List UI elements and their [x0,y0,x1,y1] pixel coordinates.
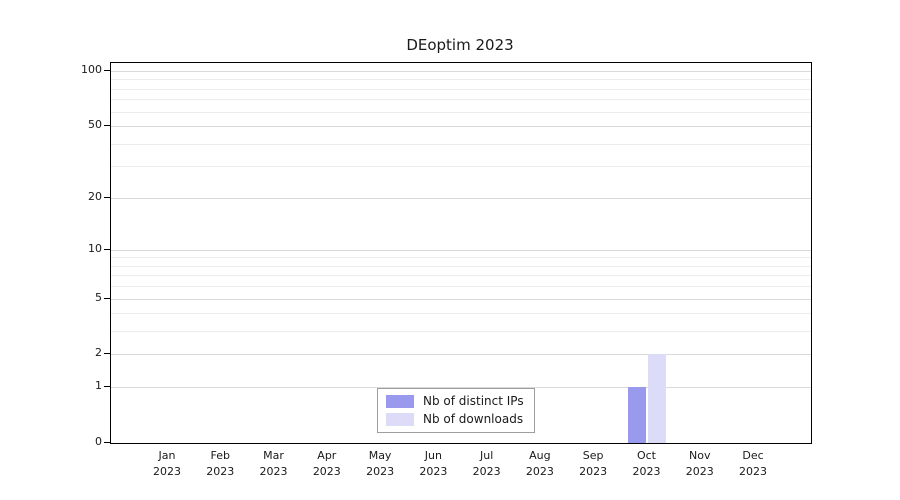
gridline-5 [111,298,811,300]
x-tick-label-feb-2023: Feb 2023 [206,449,235,478]
gridline-100 [111,71,811,72]
plot-area [110,62,812,444]
y-tick-label-100: 100 [81,63,102,76]
x-tick-label-jun-2023: Jun 2023 [419,449,448,478]
gridline-60 [111,111,811,113]
gridline-30 [111,166,811,168]
y-tick-mark-0 [104,442,110,443]
gridline-7 [111,275,811,277]
x-tick-label-jul-2023: Jul 2023 [472,449,501,478]
gridline-20 [111,197,811,199]
x-tick-label-aug-2023: Aug 2023 [525,449,554,478]
y-tick-label-50: 50 [88,118,102,132]
gridline-4 [111,313,811,315]
bar-nb-of-downloads-oct-2023 [648,354,667,443]
y-tick-mark-1 [104,386,110,388]
gridline-8 [111,265,811,267]
y-tick-label-20: 20 [88,189,102,203]
legend-item-downloads: Nb of downloads [386,412,524,426]
legend-swatch-distinct-ips [386,394,414,408]
gridline-50 [111,126,811,128]
legend: Nb of distinct IPs Nb of downloads [377,388,535,433]
x-tick-label-sep-2023: Sep 2023 [579,449,608,478]
x-tick-label-may-2023: May 2023 [366,449,395,478]
x-tick-label-oct-2023: Oct 2023 [632,449,661,478]
gridline-1 [111,387,811,389]
x-tick-label-mar-2023: Mar 2023 [259,449,288,478]
bar-nb-of-distinct-ips-oct-2023 [628,387,647,443]
y-tick-mark-20 [104,196,110,198]
gridline-40 [111,143,811,145]
gridline-2 [111,354,811,356]
x-tick-label-nov-2023: Nov 2023 [685,449,714,478]
y-tick-mark-10 [104,248,110,250]
y-tick-label-0: 0 [95,435,102,448]
legend-label-downloads: Nb of downloads [423,412,524,426]
gridline-9 [111,257,811,259]
legend-item-distinct-ips: Nb of distinct IPs [386,394,524,408]
y-tick-mark-5 [104,297,110,299]
y-tick-label-5: 5 [95,290,102,304]
legend-label-distinct-ips: Nb of distinct IPs [423,394,524,408]
gridline-6 [111,286,811,288]
x-tick-label-jan-2023: Jan 2023 [153,449,181,478]
y-tick-label-1: 1 [95,379,102,393]
gridline-90 [111,79,811,81]
x-tick-label-apr-2023: Apr 2023 [312,449,341,478]
legend-swatch-downloads [386,412,414,426]
gridline-3 [111,331,811,333]
y-tick-mark-50 [104,125,110,127]
y-tick-mark-100 [104,70,110,71]
y-tick-mark-2 [104,353,110,355]
gridline-70 [111,99,811,101]
gridline-10 [111,249,811,251]
y-tick-label-10: 10 [88,241,102,255]
x-tick-label-dec-2023: Dec 2023 [739,449,767,478]
chart-title: DEoptim 2023 [406,36,514,54]
gridline-80 [111,88,811,90]
y-tick-label-2: 2 [95,346,102,360]
